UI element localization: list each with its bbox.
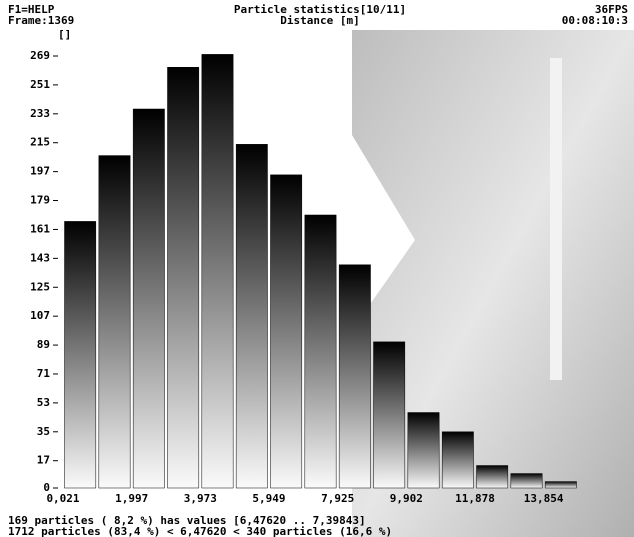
bar: [133, 109, 164, 488]
bar: [270, 175, 301, 488]
y-tick-label: 107: [30, 309, 50, 322]
x-tick-label: 1,997: [115, 492, 148, 505]
time: 00:08:10:3: [562, 14, 628, 27]
y-tick-label: 215: [30, 136, 50, 149]
frame: Frame:1369: [8, 14, 74, 27]
x-tick-label: 7,925: [321, 492, 354, 505]
y-tick-label: 161: [30, 222, 50, 235]
y-tick-label: 71: [37, 367, 51, 380]
note: 1712 particles (83,4 %) < 6,47620 < 340 …: [8, 525, 392, 537]
y-tick-label: 17: [37, 454, 50, 467]
bar: [408, 413, 439, 488]
bar: [442, 432, 473, 488]
bar: [511, 474, 542, 488]
x-tick-label: 3,973: [184, 492, 217, 505]
x-tick-label: 0,021: [46, 492, 79, 505]
x-tick-label: 11,878: [455, 492, 495, 505]
bar: [236, 144, 267, 488]
y-tick-label: 179: [30, 194, 50, 207]
bar: [202, 54, 233, 488]
y-axis-label: []: [58, 28, 71, 41]
bar: [167, 67, 198, 488]
y-tick-label: 269: [30, 49, 50, 62]
x-tick-label: 13,854: [524, 492, 564, 505]
y-tick-label: 251: [30, 78, 50, 91]
y-tick-label: 233: [30, 107, 50, 120]
y-tick-label: 53: [37, 396, 50, 409]
bar: [65, 221, 96, 488]
x-tick-label: 5,949: [252, 492, 285, 505]
color-scale: [550, 58, 562, 380]
x-axis-label: Distance [m]: [280, 14, 359, 27]
bar: [339, 265, 370, 488]
bar: [305, 215, 336, 488]
bar: [477, 466, 508, 488]
bar: [99, 156, 130, 488]
y-tick-label: 89: [37, 338, 50, 351]
y-tick-label: 125: [30, 280, 50, 293]
x-tick-label: 9,902: [390, 492, 423, 505]
screen: F1=HELP Frame:1369 Particle statistics[1…: [0, 0, 634, 537]
y-tick-label: 143: [30, 251, 50, 264]
bar: [374, 342, 405, 488]
bar: [545, 482, 576, 488]
y-tick-label: 35: [37, 425, 50, 438]
y-tick-label: 197: [30, 165, 50, 178]
